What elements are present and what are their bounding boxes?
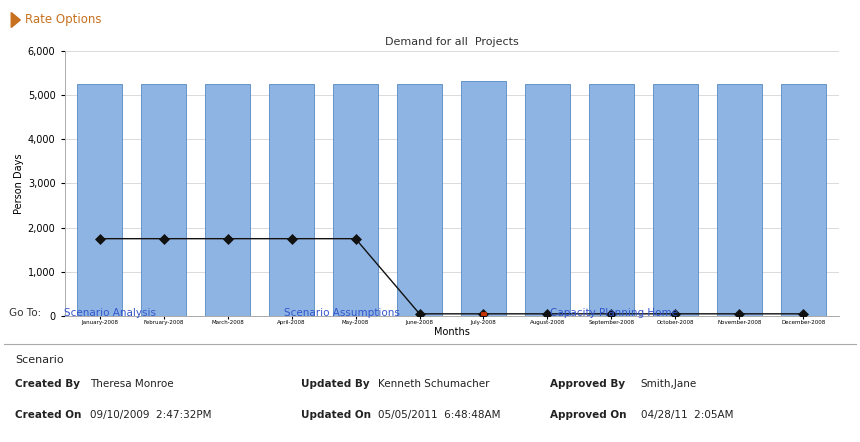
Text: Updated On: Updated On bbox=[301, 410, 371, 420]
Text: Capacity Planning Home: Capacity Planning Home bbox=[550, 308, 679, 318]
Polygon shape bbox=[11, 12, 21, 27]
Bar bbox=[481, 312, 486, 316]
Bar bbox=[653, 84, 697, 316]
Bar bbox=[781, 84, 826, 316]
Bar bbox=[589, 84, 634, 316]
Text: Smith,Jane: Smith,Jane bbox=[641, 379, 697, 389]
Y-axis label: Person Days: Person Days bbox=[14, 153, 23, 213]
Text: 04/28/11  2:05AM: 04/28/11 2:05AM bbox=[641, 410, 734, 420]
Text: 05/05/2011  6:48:48AM: 05/05/2011 6:48:48AM bbox=[378, 410, 501, 420]
Bar bbox=[461, 81, 506, 316]
Bar bbox=[333, 84, 378, 316]
Text: Created By: Created By bbox=[15, 379, 81, 389]
X-axis label: Months: Months bbox=[433, 327, 470, 337]
Text: Rate Options: Rate Options bbox=[25, 14, 101, 27]
Text: Theresa Monroe: Theresa Monroe bbox=[90, 379, 174, 389]
Text: 09/10/2009  2:47:32PM: 09/10/2009 2:47:32PM bbox=[90, 410, 212, 420]
Text: Approved By: Approved By bbox=[550, 379, 625, 389]
Bar bbox=[206, 84, 250, 316]
Text: Scenario: Scenario bbox=[15, 355, 64, 365]
Text: Approved On: Approved On bbox=[550, 410, 627, 420]
Text: Scenario Analysis: Scenario Analysis bbox=[64, 308, 157, 318]
Text: Scenario Assumptions: Scenario Assumptions bbox=[284, 308, 400, 318]
Bar bbox=[269, 84, 314, 316]
Text: Created On: Created On bbox=[15, 410, 82, 420]
Bar bbox=[397, 84, 442, 316]
Bar bbox=[77, 84, 122, 316]
Text: Go To:: Go To: bbox=[9, 308, 41, 318]
Bar bbox=[717, 84, 762, 316]
Bar bbox=[525, 84, 570, 316]
Text: Kenneth Schumacher: Kenneth Schumacher bbox=[378, 379, 490, 389]
Bar bbox=[141, 84, 186, 316]
Text: Updated By: Updated By bbox=[301, 379, 370, 389]
Title: Demand for all  Projects: Demand for all Projects bbox=[384, 37, 519, 47]
